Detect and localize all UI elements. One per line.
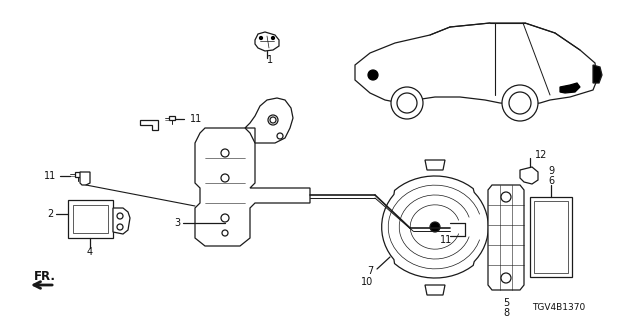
Polygon shape: [425, 285, 445, 295]
Text: 11: 11: [44, 171, 56, 181]
Circle shape: [453, 224, 463, 234]
Polygon shape: [560, 83, 580, 93]
Circle shape: [391, 87, 423, 119]
Circle shape: [270, 117, 276, 123]
Circle shape: [397, 93, 417, 113]
Polygon shape: [593, 65, 602, 83]
Bar: [68, 200, 113, 238]
Polygon shape: [255, 32, 279, 51]
Text: 7: 7: [367, 266, 373, 276]
Circle shape: [117, 213, 123, 219]
Circle shape: [221, 214, 229, 222]
Polygon shape: [195, 128, 310, 246]
Text: TGV4B1370: TGV4B1370: [532, 303, 585, 313]
Text: 11: 11: [440, 235, 452, 245]
Circle shape: [509, 92, 531, 114]
Polygon shape: [245, 98, 293, 143]
Text: 5: 5: [503, 298, 509, 308]
Text: 2: 2: [47, 209, 53, 219]
Text: 8: 8: [503, 308, 509, 318]
Text: 1: 1: [267, 55, 273, 65]
Text: 10: 10: [361, 277, 373, 287]
Circle shape: [430, 222, 440, 232]
Circle shape: [277, 133, 283, 139]
Circle shape: [501, 192, 511, 202]
Text: 9: 9: [548, 166, 554, 176]
Polygon shape: [488, 185, 524, 290]
Text: 3: 3: [174, 218, 180, 228]
Circle shape: [221, 174, 229, 182]
Polygon shape: [520, 167, 538, 184]
Text: FR.: FR.: [34, 270, 56, 284]
Circle shape: [222, 230, 228, 236]
Bar: [73, 205, 108, 233]
Polygon shape: [140, 120, 158, 130]
Circle shape: [117, 224, 123, 230]
Text: 12: 12: [535, 150, 547, 160]
Polygon shape: [80, 172, 90, 185]
Circle shape: [501, 273, 511, 283]
Bar: [169, 116, 175, 120]
Bar: [75, 172, 81, 177]
Text: 11: 11: [190, 114, 202, 124]
Polygon shape: [425, 160, 445, 170]
Circle shape: [502, 85, 538, 121]
Circle shape: [221, 149, 229, 157]
Text: 6: 6: [548, 176, 554, 186]
Polygon shape: [113, 208, 130, 234]
Circle shape: [271, 36, 275, 39]
Bar: [530, 197, 572, 277]
Bar: [534, 201, 568, 273]
Polygon shape: [381, 176, 488, 278]
Circle shape: [368, 70, 378, 80]
Circle shape: [268, 115, 278, 125]
Text: 4: 4: [87, 247, 93, 257]
Polygon shape: [355, 23, 597, 105]
Circle shape: [259, 36, 262, 39]
